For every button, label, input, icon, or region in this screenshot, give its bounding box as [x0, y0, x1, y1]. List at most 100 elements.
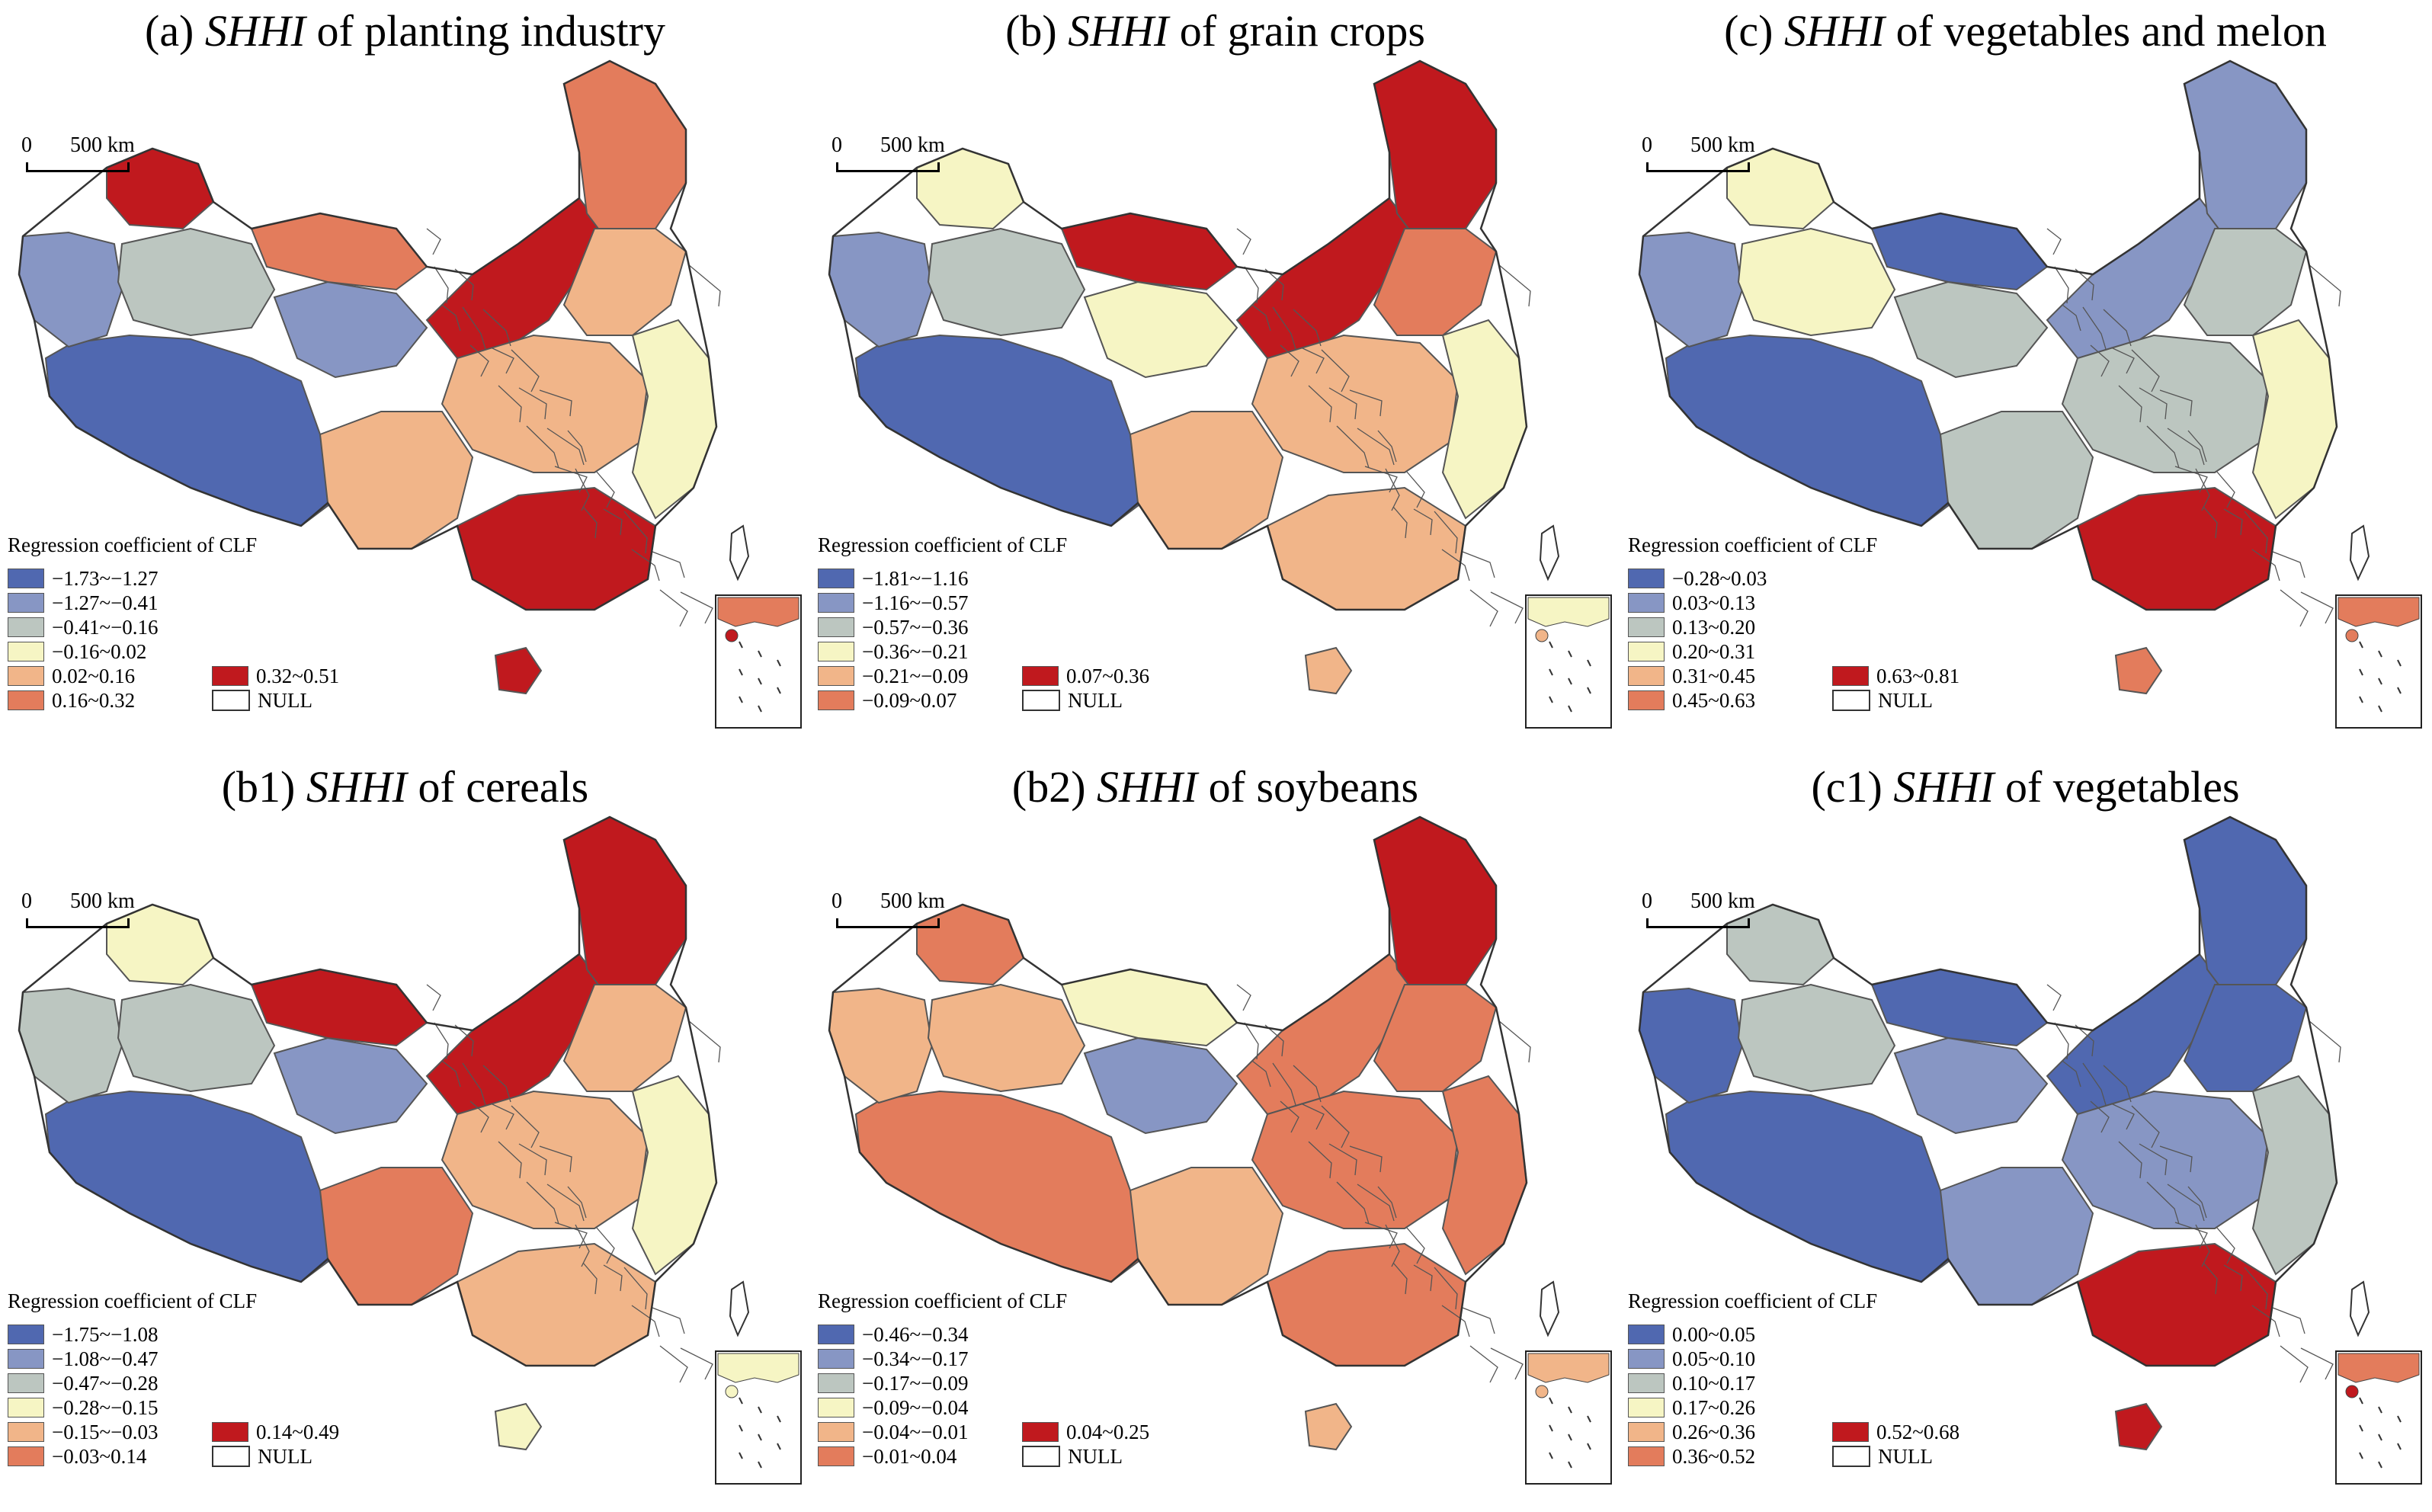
inset-coastline	[1527, 1353, 1610, 1383]
legend-swatch	[1628, 568, 1665, 588]
scale-zero-label: 0	[21, 133, 32, 157]
inset-boundary-dash	[758, 1406, 762, 1414]
county-boundary	[526, 425, 559, 469]
county-boundary	[2131, 1105, 2160, 1148]
legend-label: −0.16~0.02	[52, 639, 147, 663]
county-boundary	[2167, 1184, 2205, 1222]
scale-zero-label: 0	[831, 133, 842, 157]
map-region-northwest	[828, 987, 934, 1104]
map-region-southwest	[1129, 1167, 1284, 1305]
legend-swatch	[1628, 592, 1665, 613]
legend-item: 0.16~0.32	[8, 687, 136, 712]
inset-boundary-dash	[2359, 696, 2363, 703]
legend-label: 0.13~0.20	[1672, 615, 1756, 639]
panel-label: (b1)	[221, 762, 306, 812]
county-boundary	[1434, 1267, 1458, 1310]
map-region-inner-w	[1060, 212, 1238, 291]
inset-boundary-dash	[758, 1434, 762, 1441]
panel-subject: of vegetables and melon	[1885, 6, 2327, 56]
legend-label: 0.16~0.32	[52, 688, 136, 712]
map-region-central	[441, 334, 649, 473]
inset-boundary-dash	[777, 659, 781, 667]
china-map	[828, 59, 1560, 695]
inset-boundary-dash	[1549, 1452, 1553, 1459]
legend-swatch	[1022, 665, 1059, 686]
county-boundary	[1300, 347, 1325, 374]
legend-swatch	[8, 1373, 44, 1393]
south-china-sea-inset	[715, 1350, 802, 1485]
country-outline	[828, 815, 1528, 1367]
legend-label: 0.63~0.81	[1876, 664, 1960, 687]
legend-item: 0.17~0.26	[1628, 1395, 1755, 1418]
legend-swatch	[1628, 1446, 1665, 1466]
scale-bar: 0 500 km	[20, 133, 165, 179]
legend-title: Regression coefficient of CLF	[1628, 533, 1878, 556]
inset-boundary-dash	[2359, 1424, 2363, 1432]
county-boundary	[1441, 1305, 1470, 1337]
map-region-central	[441, 1090, 649, 1229]
inset-map	[1527, 597, 1610, 713]
legend-label: 0.26~0.36	[1672, 1420, 1756, 1443]
legend-swatch	[1628, 690, 1665, 710]
county-boundary	[652, 551, 685, 578]
inset-coastline	[717, 1353, 799, 1383]
county-boundary	[2300, 591, 2334, 624]
legend-label: −1.27~−0.41	[52, 591, 159, 614]
county-boundary	[482, 1065, 511, 1103]
inset-map	[717, 597, 799, 713]
legend-item: 0.36~0.52	[1628, 1443, 1756, 1468]
inset-boundary-dash	[777, 1415, 781, 1423]
county-boundary	[2280, 589, 2309, 627]
legend-label: 0.36~0.52	[1672, 1444, 1756, 1468]
legend-swatch	[8, 1421, 44, 1442]
county-boundary	[2046, 984, 2062, 1011]
country-outline	[18, 815, 718, 1367]
county-boundary	[1405, 1226, 1425, 1264]
inset-boundary-dash	[1549, 1397, 1553, 1405]
legend-item: −0.41~−0.16	[8, 614, 159, 638]
county-boundary	[1413, 508, 1433, 536]
county-boundary	[575, 1224, 590, 1267]
map-panel: (a) SHHI of planting industry 0 500 km Regr…	[0, 0, 810, 756]
map-region-northwest	[18, 231, 123, 348]
legend-swatch	[1628, 1324, 1665, 1344]
county-boundary	[1469, 1345, 1498, 1383]
county-boundary	[2054, 266, 2069, 304]
legend-swatch	[1832, 1421, 1869, 1442]
inset-boundary-dash	[758, 650, 762, 658]
county-boundary	[539, 1145, 572, 1173]
map-region-north	[1373, 228, 1498, 336]
county-boundary	[2159, 389, 2193, 417]
legend-swatch	[818, 568, 854, 588]
inset-boundary-dash	[2378, 705, 2382, 713]
county-boundary	[2216, 470, 2235, 508]
county-boundary	[2146, 425, 2180, 469]
scale-bar-line	[836, 918, 940, 928]
county-boundary	[2062, 304, 2081, 332]
county-boundary	[2082, 1062, 2107, 1106]
county-boundary	[595, 470, 615, 508]
south-china-sea-inset	[1525, 1350, 1612, 1485]
legend-item: −0.21~−0.09	[818, 663, 969, 687]
map-region-qinghai	[1083, 280, 1238, 379]
inset-hainan	[2345, 1385, 2359, 1398]
legend-label-null: NULL	[258, 1444, 312, 1468]
county-boundary	[1308, 385, 1332, 423]
legend-title: Regression coefficient of CLF	[8, 533, 258, 556]
county-boundary	[2082, 306, 2107, 350]
map-region-east	[631, 319, 718, 520]
map-region-qinghai	[1083, 1036, 1238, 1135]
legend-item: −0.57~−0.36	[818, 614, 969, 638]
legend-item: 0.32~0.51	[212, 663, 339, 687]
legend-item: 0.03~0.13	[1628, 590, 1755, 613]
county-boundary	[1280, 1100, 1299, 1133]
legend-swatch-null	[212, 1445, 250, 1467]
county-boundary	[680, 1347, 713, 1380]
county-boundary	[2075, 268, 2094, 301]
inset-boundary-dash	[739, 1424, 743, 1432]
legend-item-null: NULL	[212, 687, 312, 711]
inset-map	[2337, 597, 2420, 713]
inset-boundary-dash	[1549, 1424, 1553, 1432]
county-boundary	[469, 1100, 489, 1133]
inset-coastline	[2337, 1353, 2420, 1383]
